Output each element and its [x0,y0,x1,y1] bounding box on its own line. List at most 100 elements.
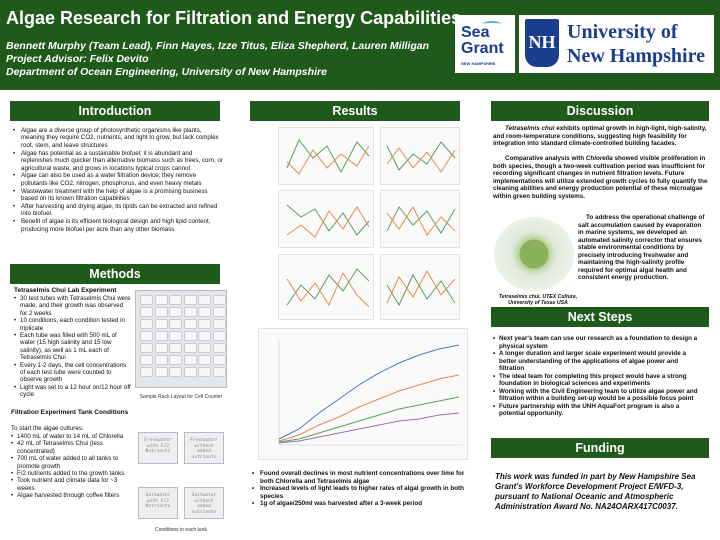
tank-label: Nutrients [145,504,171,510]
list-item: After harvesting and drying algae, its l… [12,203,224,218]
rack-slot [154,295,168,305]
list-item: Wastewater treatment with the help of al… [12,188,224,203]
discussion-paragraph-1: Tetraselmis chui exhibits optimal growth… [493,125,708,148]
results-plot-2 [380,127,460,185]
results-heading: Results [250,101,460,121]
list-item: Working with the Civil Engineering team … [493,388,705,403]
discussion-text: Comparative analysis with [505,155,585,162]
department-line: Department of Ocean Engineering, Univers… [6,66,327,78]
rack-slot [183,367,197,377]
discussion-text: exhibits optimal growth in high-light, h… [493,125,707,147]
rack-slot [169,319,182,329]
funding-heading: Funding [491,438,709,458]
discussion-heading: Discussion [491,101,709,121]
list-item: 30 test tubes with Tetraselmis Chui were… [14,295,132,317]
introduction-list: Algae are a diverse group of photosynthe… [12,127,224,234]
list-item: Algae harvested through coffee filters [11,492,133,500]
sample-rack-grid [140,295,226,377]
tank-label: Nutrients [145,449,171,455]
tank-saltwater-no-nutrients: Saltwater without added nutrients [184,487,224,519]
discussion-text: showed visible proliferation in both spe… [493,155,708,200]
plot-series-line [386,273,456,307]
wave-icon [483,21,501,27]
sea-grant-logo: Sea Grant NEW HAMPSHIRE [455,15,515,73]
rack-slot [198,367,211,377]
list-item: Found overall declines in most nutrient … [252,470,477,485]
species-name: Chlorella [585,155,613,162]
results-plot-6 [380,254,460,320]
unh-logo-line2: New Hampshire [567,45,705,67]
rack-slot [140,355,153,365]
tank-label: Freshwater [190,438,218,443]
rack-slot [154,367,168,377]
authors-line: Bennett Murphy (Team Lead), Finn Hayes, … [6,40,429,52]
results-growth-chart [258,328,468,460]
rack-slot [198,307,211,317]
unh-logo-line1: University of [567,21,678,43]
list-item: Took nutrient and climate data for ~3 we… [11,477,133,492]
plot-series-line [386,205,456,236]
rack-slot [198,355,211,365]
methods-heading: Methods [10,264,220,284]
list-item: Algae are a diverse group of photosynthe… [12,127,224,149]
list-item: F/2 nutrients added to the growth tanks [11,470,133,478]
list-item: Next year's team can use our research as… [493,335,705,350]
rack-slot [140,319,153,329]
rack-slot [154,319,168,329]
plot-series-line [286,204,370,236]
tank-conditions-list: 1400 mL of water to 14 mL of Chlorella 4… [11,433,133,500]
results-list: Found overall declines in most nutrient … [252,470,477,508]
tank-label: Saltwater [145,493,171,498]
rack-slot [154,307,168,317]
tank-saltwater-nutrients: Saltwater with F/2 Nutrients [138,487,178,519]
rack-slot [140,331,153,341]
list-item: Future partnership with the UNH AquaFort… [493,403,705,418]
rack-slot [140,367,153,377]
tank-label: without [194,443,214,449]
rack-slot [140,307,153,317]
results-plot-3 [278,190,374,248]
tank-label: added nutrients [191,504,217,515]
rack-slot [169,331,182,341]
sample-rack-caption: Sample Rack Layout for Cell Counter [139,394,223,400]
tank-label: with F/2 [146,498,170,504]
algae-image-caption: Tetraselmis chui, UTEX Culture, Universi… [498,294,578,307]
discussion-paragraph-2: Comparative analysis with Chlorella show… [493,155,708,200]
lab-experiment-subheading: Tetraselmis Chui Lab Experiment [14,287,117,294]
list-item: 42 mL of Tetraselmis Chui (less concentr… [11,440,133,455]
list-item: Every 1-2 days, the cell concentrations … [14,362,132,384]
unh-logo: NH University of New Hampshire [519,15,714,73]
rack-slot [183,307,197,317]
plot-series-line [386,147,456,173]
tetraselmis-microscope-image [494,217,574,291]
poster-title: Algae Research for Filtration and Energy… [6,8,462,28]
rack-slot [212,319,226,329]
rack-slot [198,343,211,353]
tank-freshwater-no-nutrients: Freshwater without added nutrients [184,432,224,464]
unh-shield-icon: NH [525,19,559,67]
list-item: Light was set to a 12 hour on/12 hour of… [14,384,132,399]
rack-slot [183,355,197,365]
tank-label: Freshwater [144,438,172,443]
advisor-line: Project Advisor: Felix Devito [6,53,149,65]
next-steps-heading: Next Steps [491,307,709,327]
rack-slot [212,367,226,377]
rack-slot [198,319,211,329]
tank-label: Saltwater [191,493,217,498]
sea-grant-logo-text-2: Grant [461,40,504,57]
tank-freshwater-nutrients: Freshwater with F/2 Nutrients [138,432,178,464]
plot-series-line [278,374,460,442]
plot-series-line [286,268,370,306]
rack-slot [198,331,211,341]
rack-slot [212,331,226,341]
list-item: 1g of algae/250ml was harvested after a … [252,500,477,508]
list-item: Algae has potential as a sustainable bio… [12,150,224,172]
sea-grant-logo-subtext: NEW HAMPSHIRE [461,61,496,66]
list-item: 700 mL of water added to all tanks to pr… [11,455,133,470]
next-steps-list: Next year's team can use our research as… [493,335,705,418]
rack-slot [183,331,197,341]
sample-rack-image [135,290,227,388]
author-block: Bennett Murphy (Team Lead), Finn Hayes, … [6,40,429,79]
results-plot-4 [380,190,460,248]
rack-slot [183,319,197,329]
